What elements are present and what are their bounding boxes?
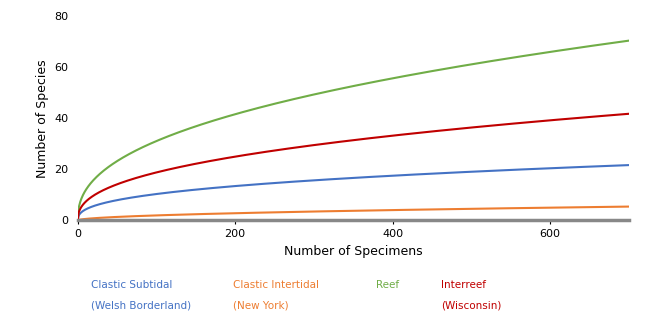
- Text: Reef: Reef: [376, 280, 399, 290]
- Text: Clastic Intertidal: Clastic Intertidal: [233, 280, 319, 290]
- Y-axis label: Number of Species: Number of Species: [36, 59, 49, 178]
- X-axis label: Number of Specimens: Number of Specimens: [284, 245, 422, 258]
- Text: (New York): (New York): [233, 301, 289, 311]
- Text: (Wisconsin): (Wisconsin): [441, 301, 501, 311]
- Text: (Welsh Borderland): (Welsh Borderland): [91, 301, 191, 311]
- Text: Interreef: Interreef: [441, 280, 485, 290]
- Text: Clastic Subtidal: Clastic Subtidal: [91, 280, 172, 290]
